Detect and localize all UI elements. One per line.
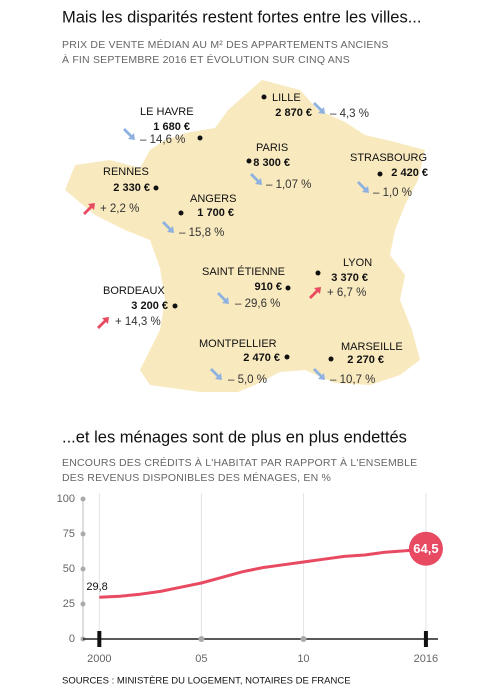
city-dot [197, 135, 203, 141]
city-price: 2 870 € [275, 107, 312, 119]
chart-title: ...et les ménages sont de plus en plus e… [62, 428, 407, 446]
trend-arrow [217, 292, 229, 304]
city-name: SAINT ÉTIENNE [202, 265, 285, 278]
x-tick [97, 631, 102, 647]
x-tick-label: 2016 [414, 653, 438, 665]
trend-arrow [309, 287, 321, 299]
map-subtitle: À FIN SEPTEMBRE 2016 ET ÉVOLUTION SUR CI… [62, 53, 350, 66]
city-name: BORDEAUX [103, 285, 165, 297]
city-name: RENNES [103, 166, 149, 178]
city-name: MONTPELLIER [199, 338, 277, 350]
x-tick-label: 2000 [87, 653, 111, 665]
x-tick [423, 631, 428, 647]
x-tick-label: 10 [297, 653, 309, 665]
trend-arrow [83, 203, 95, 215]
city-name: MARSEILLE [341, 341, 403, 353]
x-tick-label: 05 [195, 653, 207, 665]
city-name: LILLE [272, 92, 301, 104]
city-dot [261, 94, 267, 100]
city-price: 2 270 € [347, 354, 384, 366]
y-tick-label: 100 [57, 493, 75, 505]
city-price: 2 470 € [243, 352, 280, 364]
city-change: – 15,8 % [179, 227, 224, 239]
y-tick-label: 50 [63, 563, 75, 575]
france-map [65, 80, 425, 392]
city-price: 910 € [254, 281, 282, 293]
city-change: + 6,7 % [327, 287, 366, 299]
city-change: – 29,6 % [235, 298, 280, 310]
city-change: – 10,7 % [330, 374, 375, 386]
city-dot [328, 356, 334, 362]
trend-arrow [210, 368, 222, 380]
city-price: 1 680 € [153, 121, 190, 133]
trend-arrow [313, 368, 325, 380]
city-change: – 1,07 % [266, 179, 311, 191]
trend-arrow [313, 102, 325, 114]
city-name: PARIS [256, 142, 288, 154]
map-title: Mais les disparités restent fortes entre… [62, 8, 421, 26]
y-tick [80, 601, 86, 607]
city-dot [172, 303, 178, 309]
trend-arrow [123, 128, 135, 140]
city-change: + 14,3 % [115, 316, 161, 328]
city-name: LYON [343, 257, 372, 269]
city-dot [178, 210, 184, 216]
source: SOURCES : MINISTÈRE DU LOGEMENT, NOTAIRE… [62, 676, 351, 687]
city-change: – 1,0 % [373, 187, 412, 199]
chart-subtitle: DES REVENUS DISPONIBLES DES MÉNAGES, EN … [62, 471, 331, 484]
city-price: 8 300 € [253, 157, 290, 169]
city-dot [285, 285, 291, 291]
x-tick [198, 636, 205, 642]
city-price: 3 200 € [131, 300, 168, 312]
trend-arrow [97, 317, 109, 329]
value-label: 64,5 [413, 541, 438, 556]
line [99, 547, 427, 599]
city-dot [315, 270, 321, 276]
y-tick-label: 75 [63, 528, 75, 540]
city-price: 1 700 € [197, 207, 234, 219]
trend-arrow [162, 221, 174, 233]
y-tick [80, 496, 86, 502]
city-dot [284, 354, 290, 360]
end-marker [408, 531, 443, 566]
city-change: + 2,2 % [100, 203, 139, 215]
city-dot [377, 171, 383, 177]
city-dot [153, 185, 159, 191]
city-name: LE HAVRE [140, 106, 194, 118]
y-tick [80, 566, 86, 572]
city-price: 3 370 € [331, 272, 368, 284]
city-change: – 4,3 % [330, 108, 369, 120]
value-label: 29,8 [86, 581, 107, 593]
x-tick [300, 636, 307, 642]
city-change: – 5,0 % [228, 374, 267, 386]
y-tick [80, 531, 86, 537]
trend-arrow [357, 181, 369, 193]
city-price: 2 330 € [113, 182, 150, 194]
y-tick-label: 25 [63, 598, 75, 610]
city-dot [246, 158, 252, 164]
y-tick-label: 0 [69, 633, 75, 645]
chart-subtitle: ENCOURS DES CRÉDITS À L'HABITAT PAR RAPP… [62, 456, 417, 469]
city-name: ANGERS [190, 193, 236, 205]
city-change: – 14,6 % [140, 134, 185, 146]
map-subtitle: PRIX DE VENTE MÉDIAN AU M² DES APPARTEME… [62, 38, 389, 51]
city-name: STRASBOURG [350, 152, 427, 164]
trend-arrow [250, 173, 262, 185]
city-price: 2 420 € [391, 167, 428, 179]
